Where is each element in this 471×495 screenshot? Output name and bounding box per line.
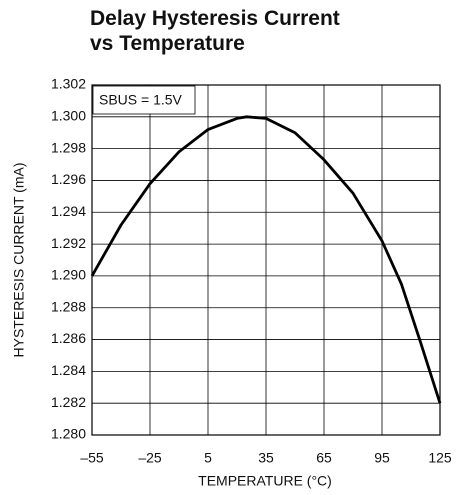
x-tick-label: –55: [80, 450, 104, 466]
x-tick-label: 35: [258, 450, 274, 466]
y-tick-label: 1.292: [51, 235, 86, 251]
y-tick-label: 1.302: [51, 76, 86, 92]
x-tick-label: 125: [428, 450, 452, 466]
x-tick-label: –25: [138, 450, 162, 466]
y-tick-label: 1.280: [51, 426, 86, 442]
y-tick-label: 1.296: [51, 171, 86, 187]
plot-frame: [91, 84, 441, 436]
y-tick-label: 1.288: [51, 298, 86, 314]
x-tick-label: 95: [374, 450, 390, 466]
y-tick-label: 1.300: [51, 108, 86, 124]
y-tick-label: 1.290: [51, 267, 86, 283]
x-tick-label: 65: [316, 450, 332, 466]
y-axis-label: HYSTERESIS CURRENT (mA): [11, 163, 27, 358]
y-tick-label: 1.282: [51, 394, 86, 410]
y-tick-label: 1.286: [51, 330, 86, 346]
annotation: SBUS = 1.5V: [99, 92, 183, 108]
x-tick-label: 5: [204, 450, 212, 466]
y-tick-label: 1.284: [51, 362, 86, 378]
data-line: [90, 115, 442, 404]
annotation-box: [92, 85, 196, 115]
x-axis-label: TEMPERATURE (°C): [198, 473, 332, 489]
y-tick-label: 1.298: [51, 139, 86, 155]
y-tick-label: 1.294: [51, 203, 86, 219]
chart-title: Delay Hysteresis Current vs Temperature: [90, 7, 340, 55]
